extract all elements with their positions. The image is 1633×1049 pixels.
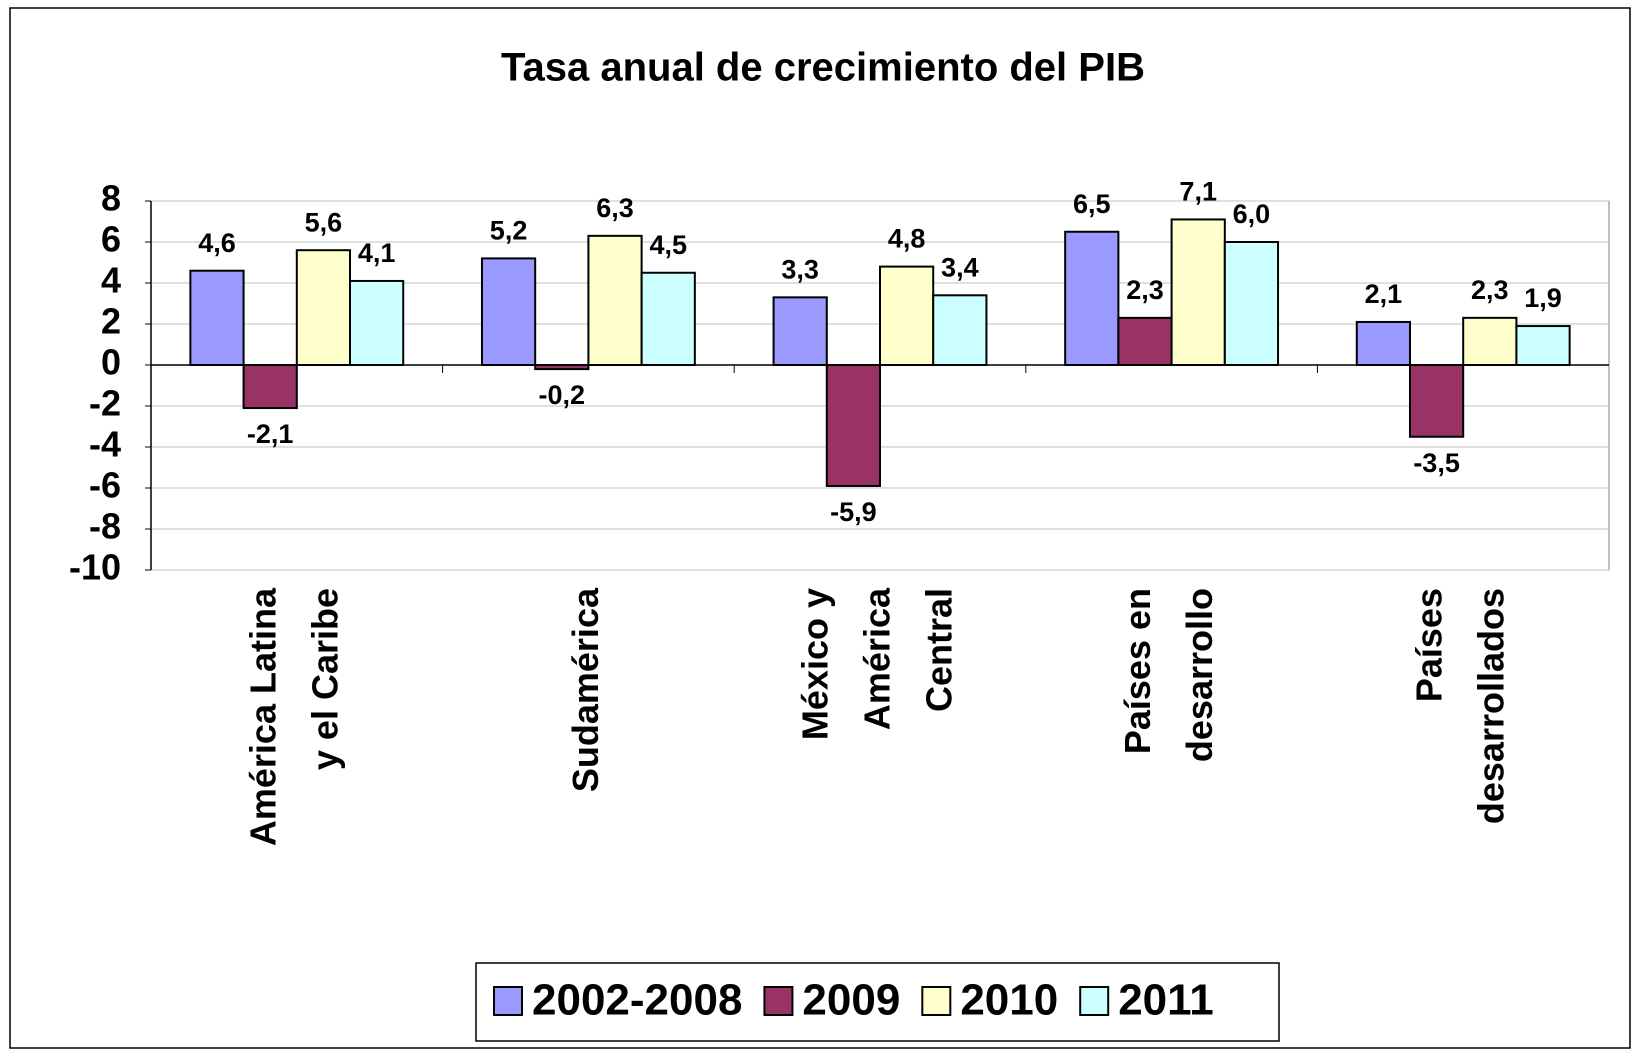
data-label: -5,9: [830, 497, 877, 527]
x-tick-label: Central: [919, 588, 960, 712]
legend-swatch: [493, 986, 523, 1016]
chart-title: Tasa anual de crecimiento del PIB: [501, 46, 1145, 90]
bar: [825, 364, 882, 487]
legend-swatch: [921, 986, 952, 1016]
bar: [189, 269, 245, 367]
bar: [932, 294, 988, 366]
legend-label: 2009: [802, 976, 900, 1025]
data-label: 2,3: [1471, 275, 1509, 305]
y-tick-label: -8: [89, 506, 121, 547]
data-label: 6,0: [1233, 199, 1271, 229]
bar: [772, 296, 828, 367]
bar: [1515, 325, 1571, 366]
x-tick-label: desarrollados: [1471, 588, 1512, 824]
data-label: 3,4: [941, 252, 979, 282]
bar: [1223, 241, 1280, 366]
x-tick-label: Sudamérica: [565, 587, 606, 792]
data-label: 2,3: [1126, 275, 1164, 305]
data-label: 5,6: [305, 207, 343, 237]
bar: [1408, 364, 1465, 438]
legend-label: 2010: [960, 976, 1058, 1025]
bar: [534, 364, 590, 371]
data-label: 5,2: [490, 216, 528, 246]
y-tick-label: 0: [101, 342, 121, 383]
bar: [587, 234, 643, 366]
bar: [349, 279, 405, 367]
data-label: 1,9: [1524, 283, 1562, 313]
y-tick-label: 8: [101, 178, 121, 219]
bar: [640, 271, 696, 366]
x-tick-label: Países en: [1117, 588, 1158, 754]
data-label: 4,6: [198, 228, 236, 258]
legend-label: 2002-2008: [532, 976, 742, 1025]
x-tick-label: y el Caribe: [304, 588, 345, 770]
data-label: -2,1: [247, 419, 294, 449]
y-tick-label: -2: [89, 383, 121, 424]
bar: [1462, 316, 1518, 367]
x-tick-label: América Latina: [242, 587, 283, 846]
bar: [1117, 316, 1173, 367]
bar: [242, 364, 298, 410]
legend-label: 2011: [1118, 976, 1213, 1025]
data-label: 4,8: [888, 224, 926, 254]
data-label: 7,1: [1179, 177, 1217, 207]
y-tick-label: -4: [89, 424, 121, 465]
x-tick-label: Países: [1409, 588, 1450, 702]
x-tick-label: México y: [795, 588, 836, 740]
legend: [475, 962, 1280, 1042]
bar: [879, 265, 935, 367]
data-label: 6,5: [1073, 189, 1111, 219]
data-label: 2,1: [1365, 279, 1403, 309]
bar: [1355, 320, 1411, 367]
bar: [1064, 230, 1120, 366]
x-tick-label: América: [857, 587, 898, 730]
legend-swatch: [763, 986, 794, 1016]
data-label: 4,1: [358, 238, 396, 268]
data-label: -3,5: [1413, 448, 1460, 478]
x-tick-label: desarrollo: [1179, 588, 1220, 762]
legend-swatch: [1079, 986, 1110, 1016]
y-tick-label: -10: [69, 547, 121, 588]
data-label: 6,3: [596, 193, 634, 223]
bar: [295, 249, 352, 366]
data-label: 3,3: [781, 254, 819, 284]
y-tick-label: 2: [101, 301, 121, 342]
chart-frame: [9, 7, 1631, 1049]
data-label: 4,5: [649, 230, 687, 260]
bar: [480, 257, 537, 366]
y-tick-label: -6: [89, 465, 121, 506]
data-label: -0,2: [539, 380, 586, 410]
bar: [1170, 218, 1226, 366]
y-tick-label: 6: [101, 219, 121, 260]
y-tick-label: 4: [101, 260, 121, 301]
